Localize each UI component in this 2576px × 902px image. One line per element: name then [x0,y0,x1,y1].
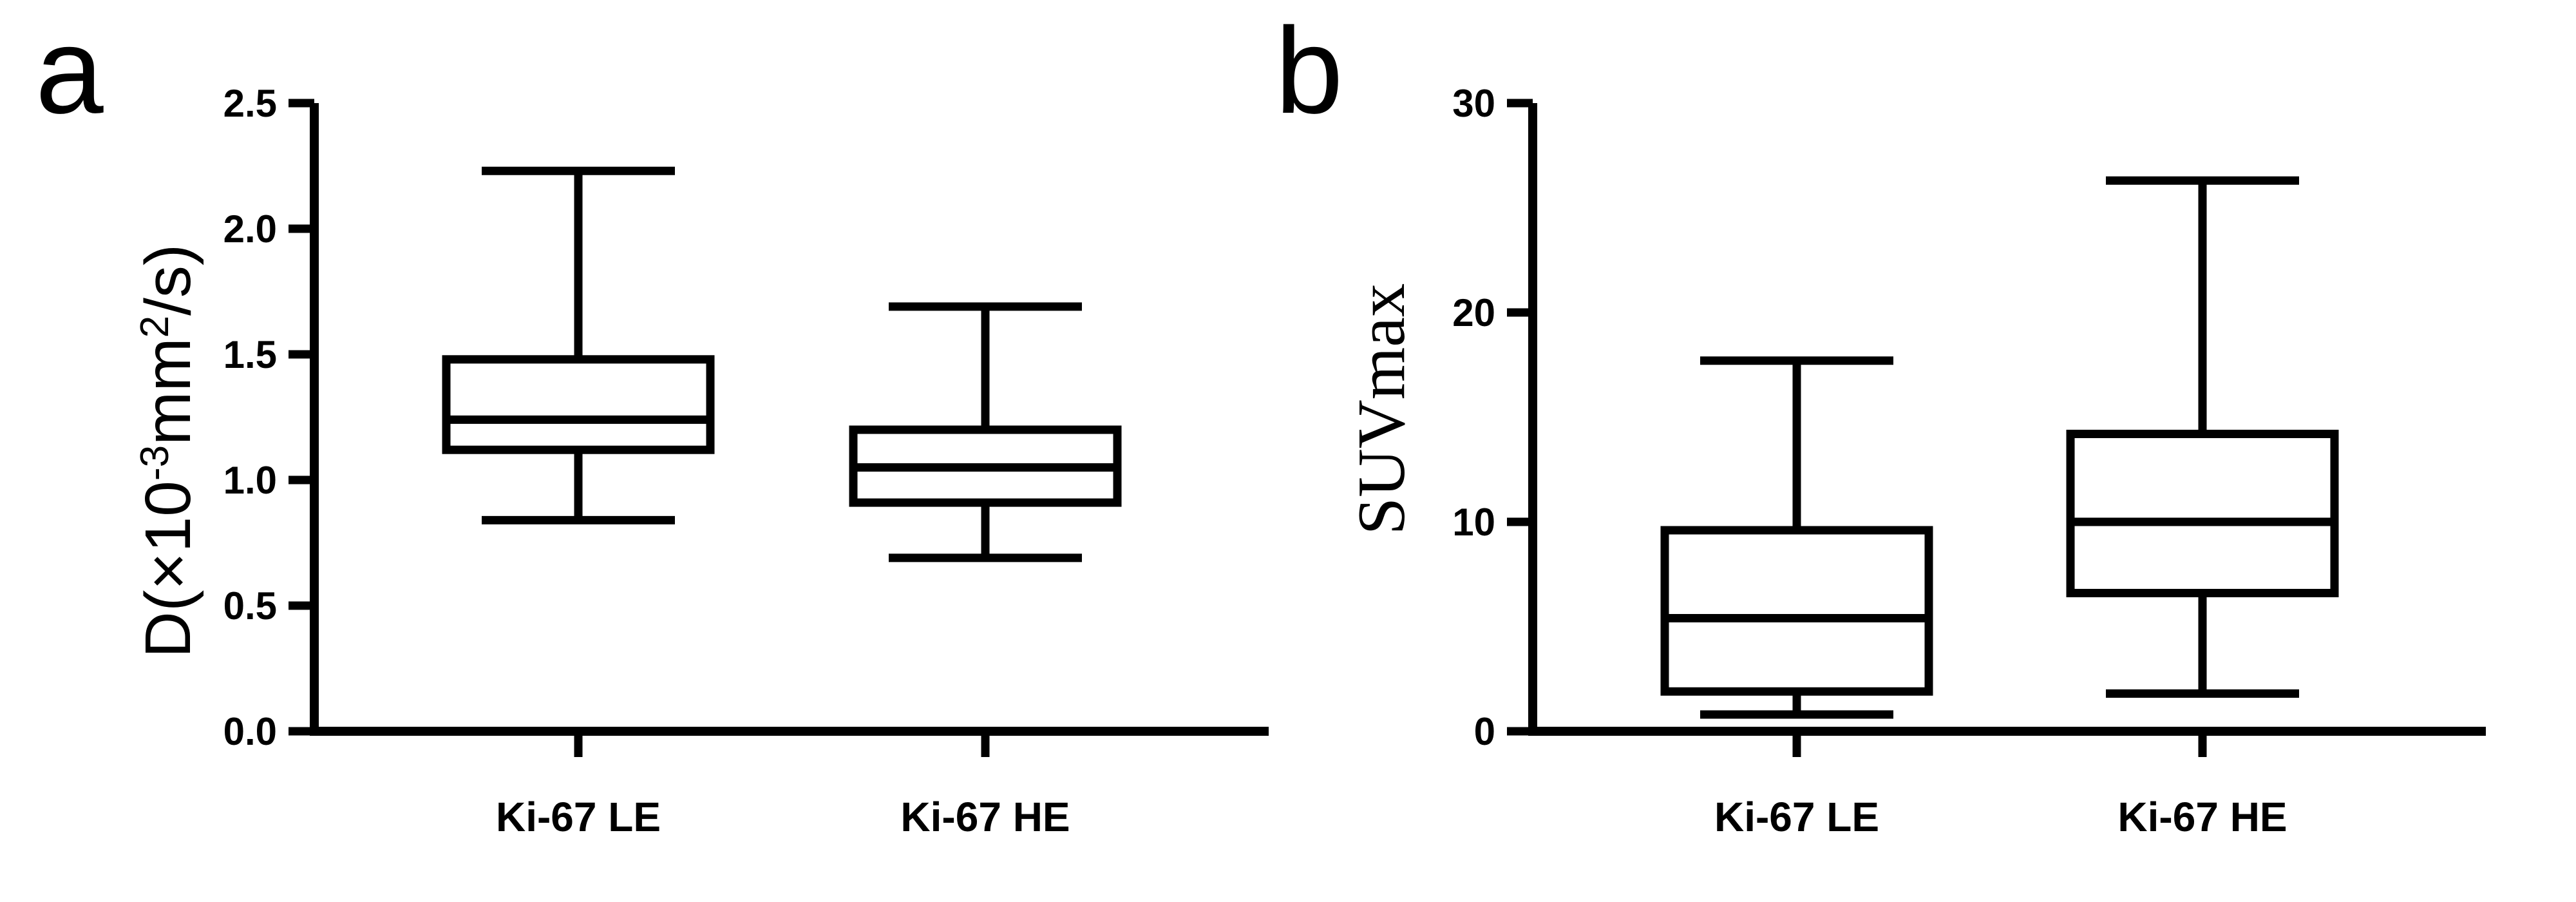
panel-b-letter: b [1275,3,1343,139]
ylabel-main: D(×10 [132,481,204,658]
panel-b-boxes [1660,176,2339,719]
panel-a-boxes [442,166,1122,562]
ylabel-sup2: 2 [133,316,177,338]
box-ki-67-le [1660,356,1933,719]
y-tick-label: 0 [1474,710,1495,753]
box-ki-67-le [442,166,715,524]
box-ki-67-he [2066,176,2339,698]
ylabel-sup1: -3 [133,445,177,481]
x-category-label: Ki-67 HE [900,794,1070,840]
y-tick-label: 10 [1452,501,1495,544]
y-tick-label: 30 [1452,82,1495,125]
y-tick-label: 20 [1452,291,1495,334]
y-tick-label: 1.0 [223,459,277,502]
x-category-label: Ki-67 LE [496,794,661,840]
iqr-box [1660,526,1933,696]
panel-b-y-ticks: 0 10 20 30 [1452,82,1533,753]
y-tick-label: 1.5 [223,333,277,376]
y-tick-label: 2.5 [223,82,277,125]
panel-b: b SUVmax 0 10 20 30 Ki-67 LE Ki-67 HE [1275,3,2486,840]
ylabel-end: /s) [132,244,204,316]
x-category-label: Ki-67 HE [2117,794,2287,840]
panel-b-y-axis-label: SUVmax [1343,283,1419,535]
panel-a-y-axis-label: D(×10-3mm2/s) [132,244,204,658]
panel-a-y-ticks: 0.0 0.5 1.0 1.5 2.0 2.5 [223,82,314,753]
panel-a-x-categories: Ki-67 LE Ki-67 HE [496,731,1070,840]
y-tick-label: 0.5 [223,584,277,628]
panel-a-letter: a [35,3,104,139]
iqr-box [2066,430,2339,597]
y-tick-label: 0.0 [223,710,277,753]
ylabel-mid: mm [132,338,204,445]
iqr-box [442,355,715,454]
panel-a: a D(×10-3mm2/s) 0.0 0.5 1.0 1.5 2.0 2.5 Ki-67… [35,3,1269,840]
y-tick-label: 2.0 [223,207,277,251]
box-ki-67-he [849,302,1122,562]
x-category-label: Ki-67 LE [1714,794,1879,840]
panel-b-x-categories: Ki-67 LE Ki-67 HE [1714,731,2287,840]
